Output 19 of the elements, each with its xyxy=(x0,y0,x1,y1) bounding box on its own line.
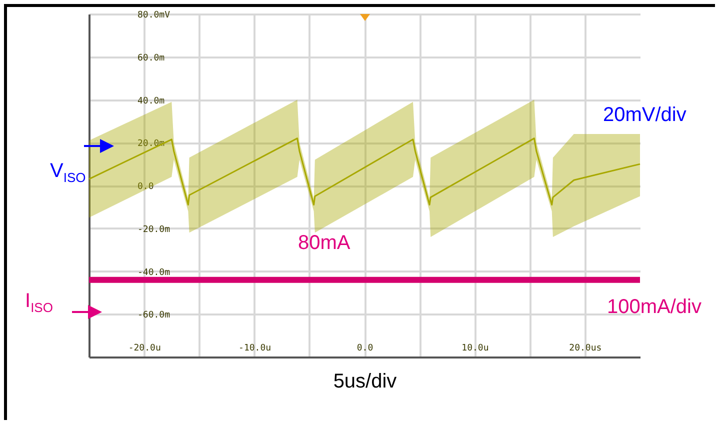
y-tick-label: 80.0mV xyxy=(138,10,171,20)
x-tick-label: 0.0 xyxy=(356,344,374,354)
x-tick-label: 10.0u xyxy=(462,344,489,354)
series-label: V$_{ISO}$ xyxy=(50,160,86,185)
x-axis-title: 5us/div xyxy=(333,370,397,392)
y-tick-label: 60.0m xyxy=(138,53,165,64)
y-tick-label: -40.0m xyxy=(138,268,170,278)
y-tick-label: 0.0 xyxy=(138,182,154,192)
y-tick-label: -60.0m xyxy=(138,310,170,321)
y-tick-label: -20.0m xyxy=(138,224,170,235)
y-tick-label: 40.0m xyxy=(138,96,165,106)
line-series xyxy=(88,138,641,206)
series-label: I$_{ISO}$ xyxy=(25,290,53,315)
x-tick-label: 20.0us xyxy=(569,344,602,354)
annotation: 80mA xyxy=(298,232,350,255)
x-tick-label: -10.0u xyxy=(238,344,272,354)
annotation: 100mA/div xyxy=(607,296,702,319)
x-tick-label: -20.0u xyxy=(128,344,161,354)
annotation: 20mV/div xyxy=(603,104,686,127)
